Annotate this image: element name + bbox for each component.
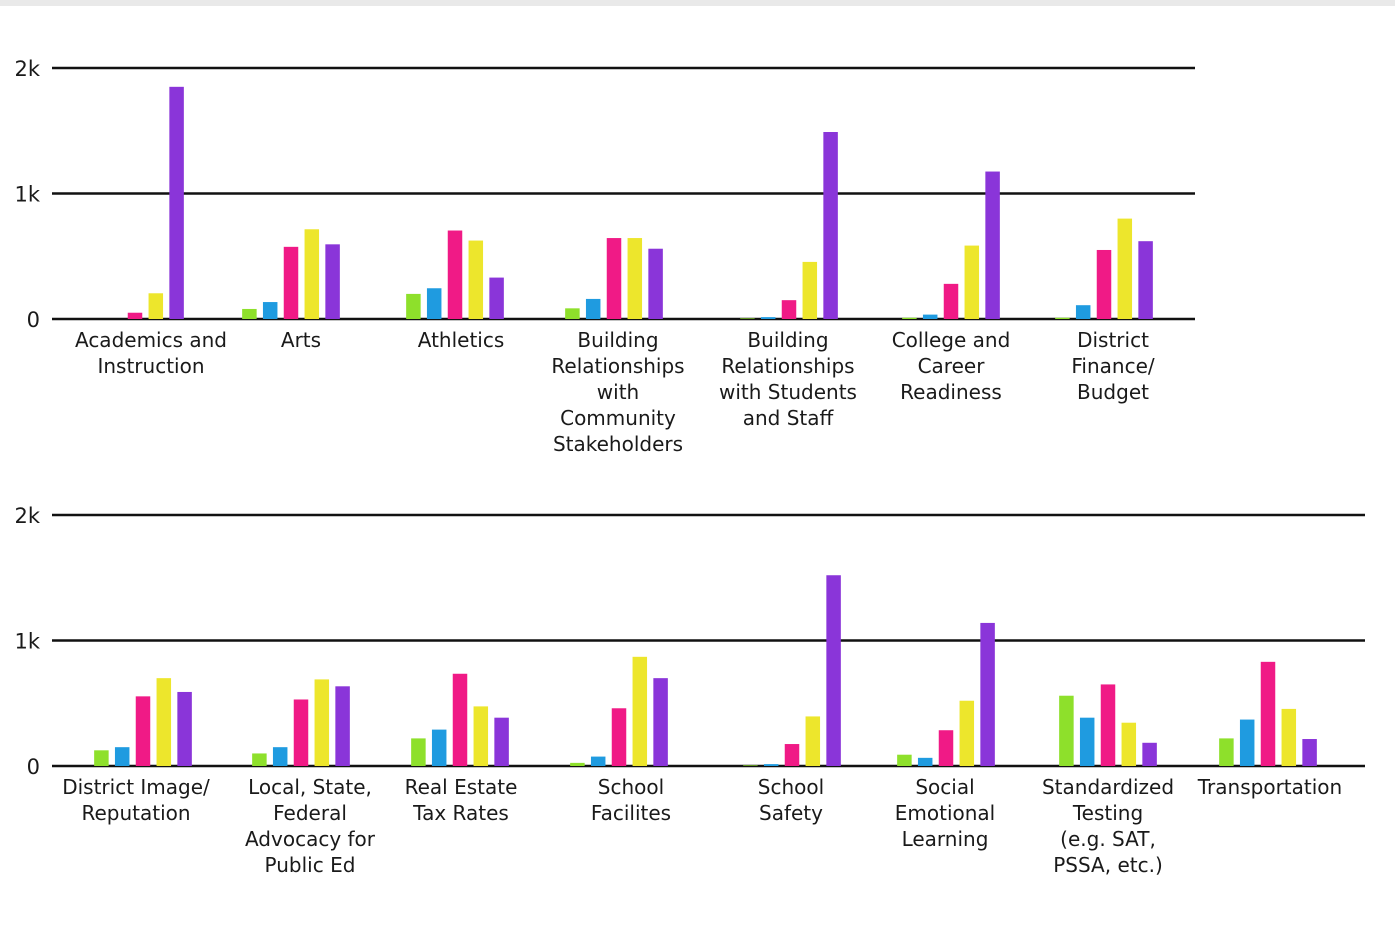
category-label: School Safety [758, 775, 824, 825]
bar [149, 293, 164, 319]
bar [923, 315, 938, 319]
bar [177, 692, 192, 766]
category-label: Athletics [418, 328, 505, 352]
bar [1118, 219, 1133, 319]
bar [1055, 318, 1070, 319]
category-label: Local, State, Federal Advocacy for Public E… [245, 775, 376, 877]
bar [411, 738, 426, 766]
bar [633, 657, 648, 766]
bar [305, 229, 320, 319]
bar [1101, 684, 1116, 766]
bar [448, 231, 463, 319]
bar-chart-panels: 0 1k 2k Academics and Instruction Arts Athleti… [0, 6, 1395, 943]
bar [806, 716, 821, 766]
bar [284, 247, 299, 319]
bar [591, 757, 606, 766]
bar [607, 238, 622, 319]
bar [939, 730, 954, 766]
bar [740, 318, 755, 319]
bar [918, 758, 933, 766]
category-label: Transportation [1197, 775, 1342, 799]
bar [489, 278, 504, 319]
bar [157, 678, 172, 766]
bar [315, 679, 330, 766]
bar [1219, 738, 1234, 766]
bar [474, 706, 489, 766]
bar [648, 249, 663, 319]
bar [1261, 662, 1276, 766]
bar [242, 309, 257, 319]
category-label: School Facilites [591, 775, 671, 825]
bar [1059, 696, 1074, 766]
bar [823, 132, 838, 319]
bar [980, 623, 995, 766]
bar [335, 686, 350, 766]
bar [273, 747, 288, 766]
bar [406, 294, 421, 319]
bar [325, 244, 340, 319]
category-label: Academics and Instruction [75, 328, 227, 378]
category-label: College and Career Readiness [892, 328, 1011, 404]
y-tick-label: 0 [27, 308, 40, 332]
bar [128, 313, 143, 319]
category-label: Building Relationships with Community Stakeh… [551, 328, 684, 456]
bar [1142, 743, 1157, 766]
chart-panel-2: 0 1k 2k District Image/Reputation Local, Sta… [14, 504, 1365, 877]
bar [985, 172, 1000, 319]
bar [453, 674, 468, 766]
bar [115, 747, 130, 766]
bar [469, 241, 484, 319]
bar [897, 755, 912, 766]
bar [432, 730, 447, 766]
bar [1302, 739, 1317, 766]
y-tick-label: 1k [14, 183, 40, 207]
bar [826, 575, 841, 766]
bar [494, 718, 509, 766]
bar [94, 750, 109, 766]
bar [902, 318, 917, 319]
bar [1138, 241, 1153, 319]
bar [1282, 709, 1297, 766]
chart-panel-1: 0 1k 2k Academics and Instruction Arts Athleti… [14, 57, 1195, 456]
bar [743, 765, 758, 766]
category-label: Social Emotional Learning [895, 775, 995, 851]
bar [586, 299, 601, 319]
bar [294, 699, 309, 766]
category-label: District Image/Reputation [62, 775, 210, 825]
bar [570, 763, 585, 766]
bar [252, 753, 267, 766]
y-tick-label: 2k [14, 57, 40, 81]
category-label: Standardized Testing (e.g. SAT, PSSA, etc.) [1042, 775, 1174, 877]
bar [136, 696, 151, 766]
chart-canvas: 0 1k 2k Academics and Instruction Arts Athleti… [0, 6, 1395, 943]
bar [628, 238, 643, 319]
bar [785, 744, 800, 766]
bar [565, 308, 580, 319]
bar [761, 317, 776, 319]
y-tick-label: 0 [27, 755, 40, 779]
bar [1122, 723, 1137, 766]
category-label: Real Estate Tax Rates [405, 775, 518, 825]
bar [1076, 305, 1091, 319]
bar [944, 284, 959, 319]
bar [960, 701, 975, 766]
bar [1080, 718, 1095, 766]
category-label: District Finance/Budget [1071, 328, 1155, 404]
y-tick-label: 2k [14, 504, 40, 528]
y-tick-label: 1k [14, 630, 40, 654]
bar [427, 288, 442, 319]
bar [782, 300, 797, 319]
category-label: Building Relationships with Students and St… [719, 328, 857, 430]
bar [764, 764, 779, 766]
category-label: Arts [281, 328, 321, 352]
bar [612, 708, 627, 766]
bar [965, 246, 980, 319]
bar [1240, 720, 1255, 766]
bar [263, 302, 278, 319]
bar [1097, 250, 1112, 319]
bar [803, 262, 818, 319]
bar [169, 87, 184, 319]
bar [653, 678, 668, 766]
